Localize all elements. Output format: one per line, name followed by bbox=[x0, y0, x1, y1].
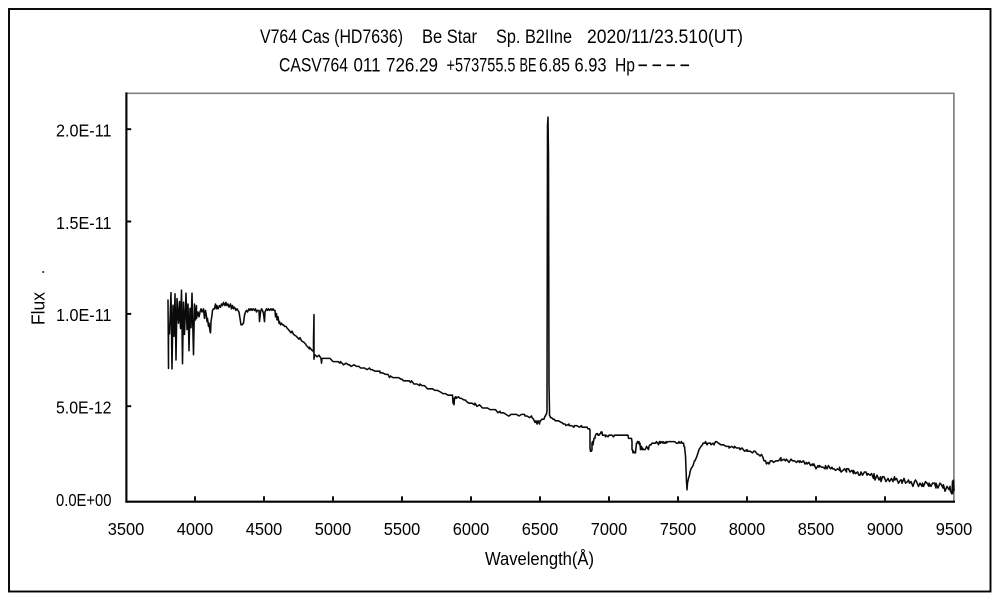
svg-text:726.29: 726.29 bbox=[386, 56, 438, 77]
svg-text:1.5E-11: 1.5E-11 bbox=[56, 213, 112, 233]
svg-text:Be Star: Be Star bbox=[422, 27, 478, 48]
svg-text:CASV764: CASV764 bbox=[279, 56, 348, 77]
svg-text:1.0E-11: 1.0E-11 bbox=[56, 305, 112, 325]
svg-text:8500: 8500 bbox=[798, 519, 835, 539]
svg-text:9500: 9500 bbox=[936, 519, 973, 539]
svg-text:6000: 6000 bbox=[453, 519, 490, 539]
svg-text:011: 011 bbox=[354, 56, 381, 77]
svg-text:+573755.5: +573755.5 bbox=[447, 56, 516, 77]
svg-text:Flux: Flux bbox=[29, 292, 49, 325]
svg-text:2.0E-11: 2.0E-11 bbox=[56, 121, 112, 141]
svg-text:5500: 5500 bbox=[384, 519, 421, 539]
svg-text:0.0E+00: 0.0E+00 bbox=[56, 490, 112, 510]
svg-text:Wavelength(Å): Wavelength(Å) bbox=[485, 548, 594, 569]
svg-text:6500: 6500 bbox=[522, 519, 559, 539]
svg-text:BE: BE bbox=[520, 56, 537, 77]
svg-text:Hp: Hp bbox=[615, 56, 635, 77]
svg-text:7000: 7000 bbox=[591, 519, 628, 539]
svg-text:V764 Cas (HD7636): V764 Cas (HD7636) bbox=[260, 27, 403, 48]
svg-text:7500: 7500 bbox=[660, 519, 697, 539]
svg-text:Sp. B2IIne: Sp. B2IIne bbox=[496, 27, 572, 48]
svg-text:4000: 4000 bbox=[177, 519, 214, 539]
svg-text:5.0E-12: 5.0E-12 bbox=[56, 398, 112, 418]
svg-text:8000: 8000 bbox=[729, 519, 766, 539]
svg-text:4500: 4500 bbox=[246, 519, 283, 539]
svg-text:6.85: 6.85 bbox=[539, 56, 570, 77]
svg-text:3500: 3500 bbox=[108, 519, 145, 539]
svg-text:2020/11/23.510(UT): 2020/11/23.510(UT) bbox=[587, 27, 743, 48]
svg-text:5000: 5000 bbox=[315, 519, 352, 539]
svg-text:6.93: 6.93 bbox=[575, 56, 607, 77]
svg-text:9000: 9000 bbox=[867, 519, 904, 539]
